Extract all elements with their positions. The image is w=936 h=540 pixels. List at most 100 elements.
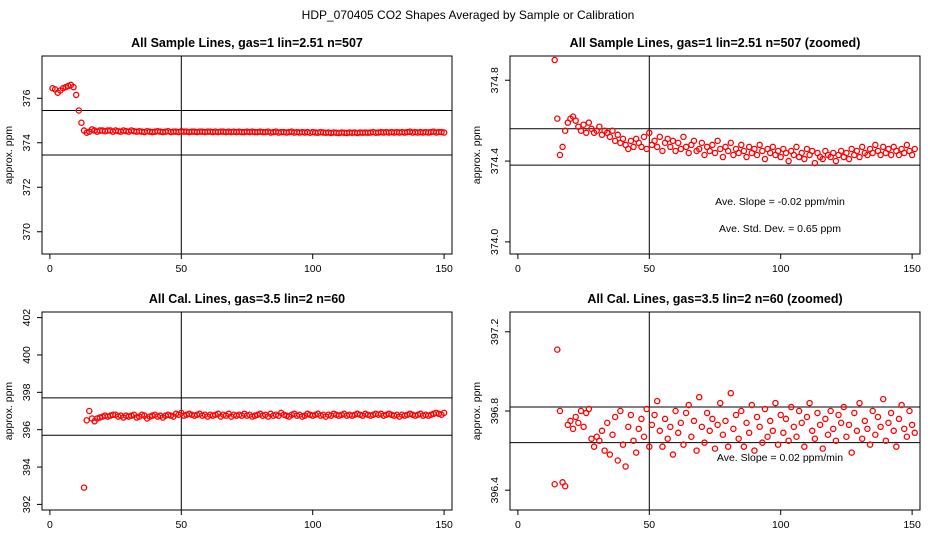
data-point xyxy=(766,149,774,157)
panel-title: All Cal. Lines, gas=3.5 lin=2 n=60 (zoom… xyxy=(587,292,842,306)
data-point xyxy=(727,389,735,397)
data-point xyxy=(759,147,766,155)
data-point xyxy=(837,419,845,427)
data-point xyxy=(709,415,716,423)
data-point xyxy=(582,129,590,137)
data-point xyxy=(653,397,661,405)
data-point xyxy=(72,91,80,99)
data-point xyxy=(698,423,706,431)
x-tick-label: 50 xyxy=(175,519,187,531)
y-tick-label: 396 xyxy=(21,421,33,439)
data-series xyxy=(49,81,448,137)
y-tick-label: 402 xyxy=(21,309,33,327)
data-point xyxy=(732,411,740,419)
data-point xyxy=(801,155,808,163)
data-point xyxy=(822,415,829,423)
data-point xyxy=(625,423,632,431)
data-point xyxy=(638,143,645,151)
data-point xyxy=(659,443,666,450)
data-point xyxy=(869,149,876,157)
y-tick-label: 394 xyxy=(21,458,33,476)
y-tick-label: 392 xyxy=(21,495,33,513)
data-point xyxy=(782,415,790,423)
data-point xyxy=(685,149,692,157)
y-axis-label: approx. ppm xyxy=(471,126,483,185)
data-point xyxy=(793,143,800,151)
data-point xyxy=(701,439,708,446)
x-tick-label: 100 xyxy=(772,519,790,531)
data-point xyxy=(890,427,897,435)
data-point xyxy=(903,433,911,440)
data-point xyxy=(848,145,855,153)
x-tick-label: 150 xyxy=(903,263,921,275)
data-point xyxy=(743,419,750,427)
data-point xyxy=(759,439,766,446)
y-tick-label: 374.8 xyxy=(489,67,501,93)
data-point xyxy=(672,147,679,155)
data-point xyxy=(774,147,782,155)
plot-frame xyxy=(41,311,453,511)
data-point xyxy=(75,107,83,114)
data-point xyxy=(651,137,658,145)
data-point xyxy=(885,145,892,153)
data-point xyxy=(806,399,813,407)
x-tick-label: 50 xyxy=(175,263,187,275)
data-point xyxy=(869,407,876,415)
data-point xyxy=(664,435,671,442)
data-point xyxy=(864,425,871,433)
data-point xyxy=(874,413,882,421)
data-point xyxy=(866,441,874,448)
data-point xyxy=(790,423,798,431)
data-point xyxy=(872,141,879,149)
data-point xyxy=(640,133,648,141)
data-point xyxy=(827,407,834,415)
panel-title: All Sample Lines, gas=1 lin=2.51 n=507 (… xyxy=(570,36,861,50)
data-point xyxy=(596,123,603,130)
data-point xyxy=(711,149,719,157)
data-point xyxy=(575,419,582,427)
data-point xyxy=(627,411,635,419)
data-point xyxy=(735,435,742,442)
y-tick-label: 370 xyxy=(21,223,33,241)
data-point xyxy=(738,141,745,149)
data-point xyxy=(619,441,627,448)
data-point xyxy=(669,451,677,458)
data-point xyxy=(819,155,827,163)
data-point xyxy=(653,143,661,151)
data-point xyxy=(911,429,918,437)
data-point xyxy=(898,401,905,409)
y-tick-label: 396.4 xyxy=(489,477,501,503)
y-tick-label: 400 xyxy=(21,346,33,364)
data-point xyxy=(769,427,777,435)
data-point xyxy=(86,407,93,415)
data-point xyxy=(651,411,658,419)
data-point xyxy=(680,441,687,448)
data-point xyxy=(753,413,761,421)
data-point xyxy=(685,401,692,409)
data-point xyxy=(682,143,690,151)
data-point xyxy=(630,437,637,444)
data-point xyxy=(619,135,627,143)
data-point xyxy=(843,433,850,440)
data-point xyxy=(730,425,737,433)
data-point xyxy=(738,407,745,415)
data-point xyxy=(577,127,585,135)
data-point xyxy=(709,141,716,149)
data-point xyxy=(690,137,698,145)
data-point xyxy=(706,427,713,435)
y-axis-label: approx. ppm xyxy=(3,126,15,185)
data-point xyxy=(580,423,587,431)
data-point xyxy=(677,419,685,427)
data-point xyxy=(659,147,666,155)
data-point xyxy=(577,407,585,415)
data-point xyxy=(667,423,674,431)
data-point xyxy=(887,151,895,159)
data-point xyxy=(667,143,674,151)
chart-panel-4: All Cal. Lines, gas=3.5 lin=2 n=60 (zoom… xyxy=(471,292,921,531)
data-point xyxy=(719,153,727,161)
data-point xyxy=(808,427,816,435)
data-point xyxy=(625,145,632,153)
data-point xyxy=(614,131,622,139)
data-point xyxy=(769,143,777,151)
